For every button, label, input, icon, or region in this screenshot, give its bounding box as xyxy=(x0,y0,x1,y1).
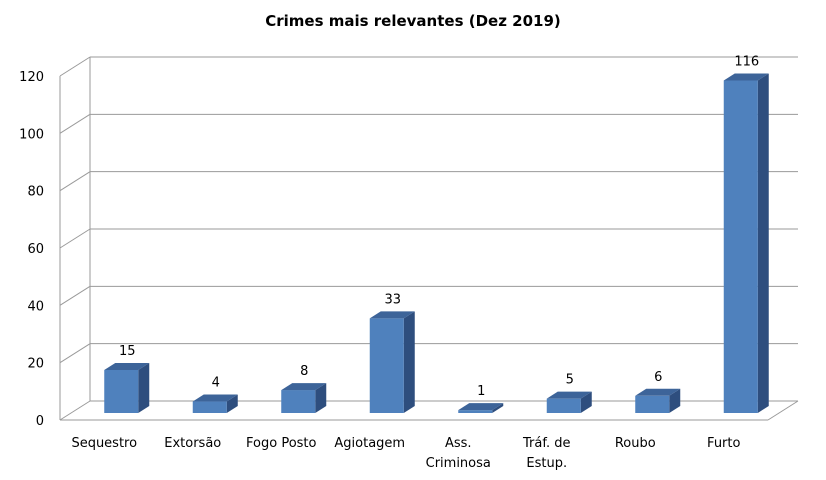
bar-front-3 xyxy=(369,318,404,413)
category-label-2: Fogo Posto xyxy=(246,436,317,451)
bar-side-7 xyxy=(757,73,769,413)
gridline-diag-1 xyxy=(59,343,91,364)
y-tick-label-6: 120 xyxy=(19,70,44,85)
bar-6 xyxy=(635,388,681,413)
gridline-diag-2 xyxy=(59,285,91,306)
bar-5 xyxy=(546,391,592,413)
data-label-7: 116 xyxy=(734,54,759,69)
category-label-0: Sequestro xyxy=(71,436,137,451)
gridline-diag-5 xyxy=(59,113,91,134)
bar-side-3 xyxy=(403,311,415,413)
category-label-1: Extorsão xyxy=(164,436,221,451)
bar-front-6 xyxy=(635,395,670,413)
bar-top-0 xyxy=(104,363,150,370)
data-label-0: 15 xyxy=(119,344,136,359)
bar-4 xyxy=(458,403,504,413)
bar-side-0 xyxy=(138,363,150,413)
category-label-7: Furto xyxy=(707,436,740,451)
bar-7 xyxy=(723,73,769,413)
bar-top-5 xyxy=(546,391,592,399)
bar-front-7 xyxy=(723,80,758,413)
gridline-diag-4 xyxy=(59,171,91,192)
category-label-4: Ass. Criminosa xyxy=(426,436,491,471)
data-label-5: 5 xyxy=(566,373,574,388)
y-tick-label-0: 0 xyxy=(36,414,44,429)
data-label-4: 1 xyxy=(477,384,485,399)
bar-top-7 xyxy=(723,73,769,81)
bar-0 xyxy=(104,363,150,413)
bar-side-2 xyxy=(315,383,327,413)
bar-front-5 xyxy=(546,398,581,413)
bar-top-2 xyxy=(281,383,327,391)
bar-front-2 xyxy=(281,390,316,413)
data-label-1: 4 xyxy=(212,376,220,391)
bar-top-1 xyxy=(192,394,238,402)
category-label-5: Tráf. de Estup. xyxy=(522,436,571,471)
gridline-diag-6 xyxy=(59,56,91,77)
data-label-6: 6 xyxy=(654,370,662,385)
gridline-diag-0 xyxy=(59,400,91,421)
gridline-diag-3 xyxy=(59,228,91,249)
bar-side-5 xyxy=(580,391,592,413)
floor-right-edge xyxy=(767,400,799,421)
chart-title: Crimes mais relevantes (Dez 2019) xyxy=(265,12,561,30)
y-tick-label-1: 20 xyxy=(27,357,44,372)
bar-top-4 xyxy=(458,403,504,411)
bar-2 xyxy=(281,383,327,413)
y-tick-label-3: 60 xyxy=(27,242,44,257)
bar-side-6 xyxy=(669,388,681,413)
bar-1 xyxy=(192,394,238,413)
y-tick-label-4: 80 xyxy=(27,185,44,200)
y-tick-label-5: 100 xyxy=(19,127,44,142)
category-label-3: Agiotagem xyxy=(334,436,405,451)
bar-front-1 xyxy=(192,401,227,413)
data-label-3: 33 xyxy=(384,292,401,307)
bar-side-1 xyxy=(226,394,238,413)
bar-front-4 xyxy=(458,410,493,413)
bar-3 xyxy=(369,311,415,413)
bar-side-4 xyxy=(492,403,504,413)
bar-top-3 xyxy=(369,311,415,319)
category-label-6: Roubo xyxy=(615,436,656,451)
bar-front-0 xyxy=(104,370,139,413)
bar-top-6 xyxy=(635,388,681,396)
y-tick-label-2: 40 xyxy=(27,299,44,314)
data-label-2: 8 xyxy=(300,364,308,379)
